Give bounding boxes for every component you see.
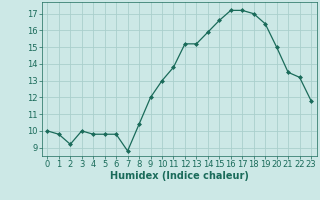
X-axis label: Humidex (Indice chaleur): Humidex (Indice chaleur) (110, 171, 249, 181)
